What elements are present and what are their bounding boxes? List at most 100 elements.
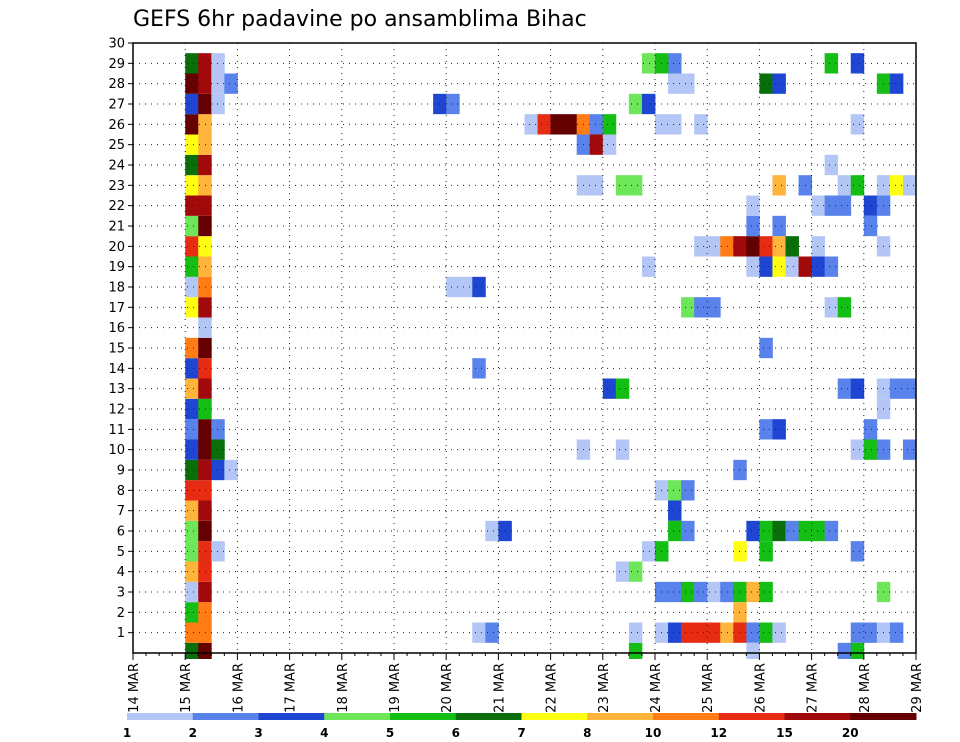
heatmap-cell <box>772 622 786 643</box>
heatmap-cell <box>824 256 839 277</box>
colorbar-label: 3 <box>254 726 262 740</box>
heatmap-cell <box>198 500 212 521</box>
y-tick-label: 9 <box>117 464 125 479</box>
heatmap-cell <box>668 114 682 135</box>
heatmap-cell <box>733 541 747 562</box>
colorbar-label: 7 <box>517 726 525 740</box>
colorbar-swatch <box>258 713 325 720</box>
x-tick-label: 14 MAR <box>127 663 142 713</box>
heatmap-cell <box>185 276 199 298</box>
heatmap-cell <box>772 419 786 440</box>
heatmap-cell <box>720 236 734 257</box>
y-tick-label: 23 <box>108 179 125 194</box>
x-axis: 14 MAR 15 MAR 16 MAR 17 MAR 18 MAR 19 MAR 20 M… <box>127 653 925 713</box>
heatmap-cell <box>211 53 225 74</box>
heatmap-cell <box>902 439 917 460</box>
heatmap-cell <box>681 73 695 94</box>
heatmap-cell <box>746 195 760 216</box>
heatmap-cell <box>185 215 199 237</box>
y-tick-label: 8 <box>117 484 125 499</box>
heatmap-cell <box>211 419 225 440</box>
heatmap-cell <box>185 419 199 440</box>
x-tick-label: 25 MAR <box>701 663 716 713</box>
colorbar-swatch <box>324 713 391 720</box>
heatmap-cell <box>850 175 865 196</box>
colorbar-swatch <box>127 713 194 720</box>
y-tick-label: 29 <box>108 57 125 72</box>
y-tick-label: 19 <box>108 260 125 275</box>
x-tick-label: 19 MAR <box>388 663 403 713</box>
heatmap-cell <box>211 93 225 115</box>
heatmap-cell <box>185 256 199 277</box>
heatmap-cell <box>889 73 904 94</box>
heatmap-cell <box>628 642 643 659</box>
heatmap-cell <box>733 581 747 603</box>
heatmap-cell <box>785 520 799 542</box>
x-tick-label: 20 MAR <box>440 663 455 713</box>
heatmap-cell <box>185 114 199 135</box>
y-tick-label: 17 <box>108 301 125 316</box>
heatmap-cell <box>589 175 604 196</box>
heatmap-cell <box>589 114 604 135</box>
heatmap-cell <box>720 581 734 603</box>
heatmap-cell <box>746 256 760 277</box>
heatmap-cell <box>198 73 212 94</box>
heatmap-cell <box>185 154 199 176</box>
heatmap-cell <box>746 236 760 257</box>
heatmap-cell <box>668 53 682 74</box>
heatmap-cell <box>850 541 865 562</box>
heatmap-cell <box>837 175 852 196</box>
heatmap-cell <box>185 398 199 420</box>
heatmap-cell <box>198 276 212 298</box>
heatmap-cell <box>641 53 656 74</box>
heatmap-cell <box>759 73 773 94</box>
heatmap-cell <box>211 439 225 460</box>
heatmap-cell <box>198 256 212 277</box>
y-tick-label: 7 <box>117 504 125 519</box>
heatmap-cell <box>759 236 773 257</box>
heatmap-cell <box>668 520 682 542</box>
heatmap-cell <box>472 358 486 379</box>
colorbar-swatch <box>653 713 720 720</box>
y-tick-label: 13 <box>108 382 125 397</box>
heatmap-cell <box>759 256 773 277</box>
y-tick-label: 11 <box>108 423 125 438</box>
y-tick-label: 2 <box>117 606 125 621</box>
y-axis: 1234567891011121314151617181920212223242… <box>108 37 133 641</box>
colorbar-label: 5 <box>386 726 394 740</box>
heatmap-cell <box>198 378 212 399</box>
colorbar-label: 15 <box>776 726 793 740</box>
heatmap-cell <box>668 480 682 501</box>
heatmap-cell <box>863 419 878 440</box>
heatmap-cell <box>681 480 695 501</box>
heatmap-cell <box>472 276 486 298</box>
heatmap-cell <box>185 73 199 94</box>
x-tick-label: 23 MAR <box>597 663 612 713</box>
heatmap-cell <box>615 378 630 399</box>
heatmap-cell <box>889 622 904 643</box>
heatmap-cell <box>733 236 747 257</box>
heatmap-cell <box>811 520 826 542</box>
heatmap-cell <box>198 398 212 420</box>
y-tick-label: 5 <box>117 545 125 560</box>
y-tick-label: 22 <box>108 199 125 214</box>
heatmap-cell <box>628 93 643 115</box>
heatmap-cell <box>185 459 199 481</box>
heatmap-cell <box>733 622 747 643</box>
y-tick-label: 6 <box>117 525 125 540</box>
y-tick-label: 28 <box>108 77 125 92</box>
heatmap-cell <box>837 378 852 399</box>
heatmap-cell <box>850 114 865 135</box>
heatmap-cell <box>198 297 212 318</box>
x-tick-label: 28 MAR <box>858 663 873 713</box>
heatmap-cell <box>681 297 695 318</box>
heatmap-cell <box>837 195 852 216</box>
colorbar-label: 1 <box>123 726 131 740</box>
heatmap-cell <box>185 93 199 115</box>
heatmap-cell <box>850 622 865 643</box>
heatmap-cell <box>772 175 786 196</box>
y-tick-label: 21 <box>108 220 125 235</box>
colorbar-label: 6 <box>452 726 460 740</box>
heatmap-cell <box>694 622 708 643</box>
heatmap-cell <box>759 419 773 440</box>
